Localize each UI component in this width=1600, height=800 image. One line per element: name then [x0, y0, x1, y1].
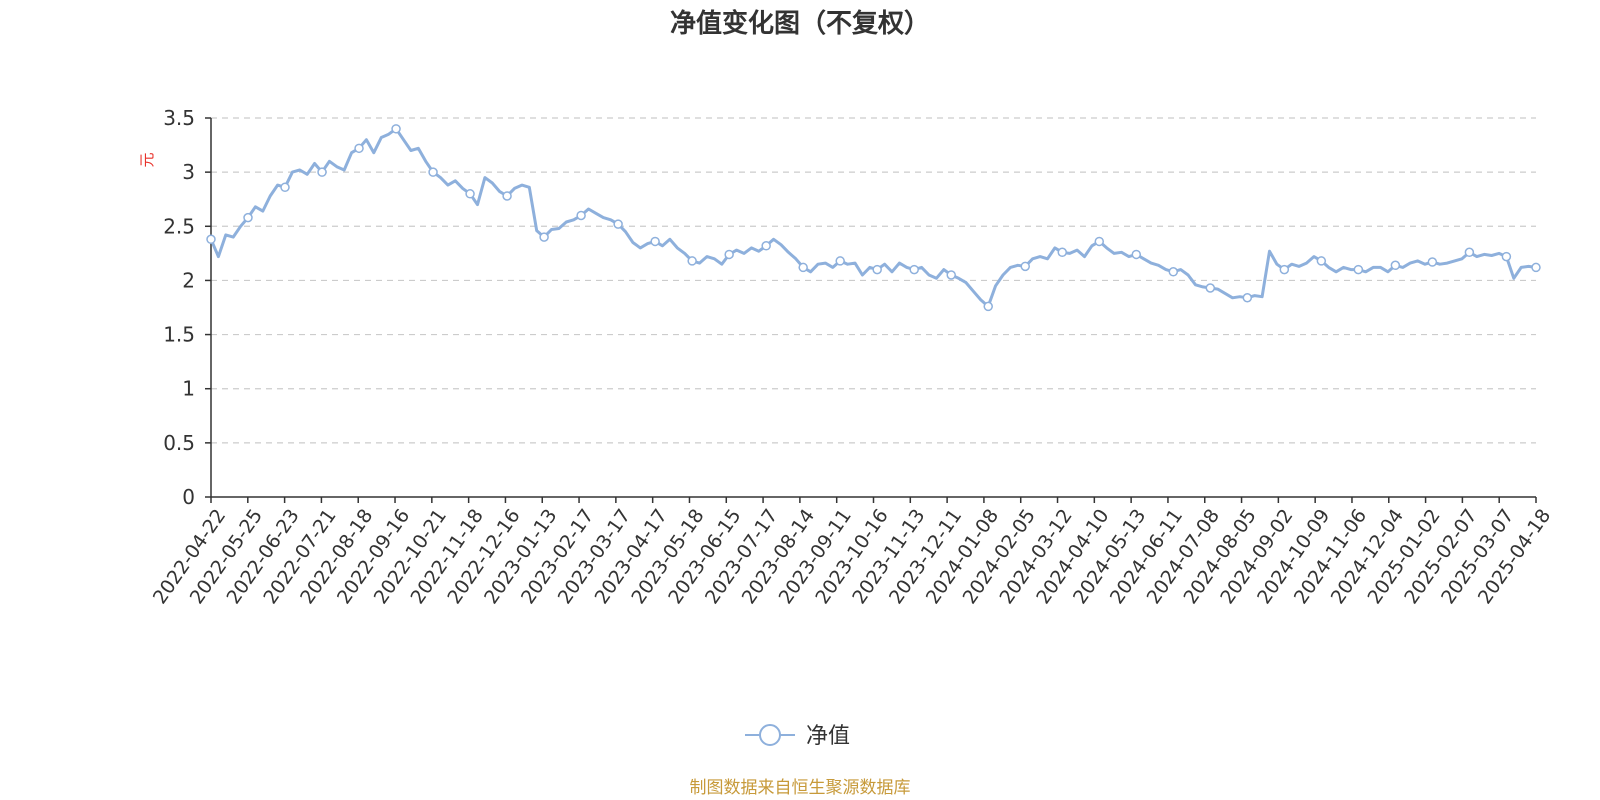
data-point[interactable] — [835, 256, 845, 266]
data-point[interactable] — [280, 182, 290, 193]
legend[interactable]: 净值 — [745, 724, 850, 749]
data-point[interactable] — [1205, 283, 1216, 293]
y-tick-label: 1 — [182, 377, 195, 401]
data-point[interactable] — [613, 219, 623, 229]
data-point[interactable] — [1353, 264, 1364, 275]
data-point[interactable] — [909, 264, 919, 275]
y-axis-unit: 元 — [138, 152, 156, 167]
data-point[interactable] — [1531, 262, 1541, 273]
data-point[interactable] — [354, 143, 364, 154]
data-point[interactable] — [761, 241, 771, 251]
y-tick-label: 2 — [182, 268, 195, 292]
data-point[interactable] — [1427, 257, 1438, 267]
y-tick-label: 0.5 — [163, 431, 195, 455]
data-point[interactable] — [206, 234, 216, 245]
series-nav — [206, 124, 1541, 312]
x-axis-ticks: 2022-04-222022-05-252022-06-232022-07-21… — [149, 497, 1555, 608]
data-point[interactable] — [576, 210, 586, 221]
data-point[interactable] — [1390, 260, 1401, 271]
y-tick-label: 2.5 — [163, 214, 195, 238]
data-source-note: 制图数据来自恒生聚源数据库 — [690, 778, 911, 798]
data-point[interactable] — [1501, 251, 1512, 262]
data-point[interactable] — [724, 249, 734, 260]
data-point[interactable] — [1464, 247, 1475, 258]
data-point[interactable] — [983, 301, 993, 312]
data-point[interactable] — [243, 212, 253, 223]
legend-label: 净值 — [806, 724, 850, 749]
legend-marker-icon — [759, 724, 781, 746]
y-tick-label: 0 — [182, 485, 195, 509]
data-point[interactable] — [428, 167, 438, 177]
data-point[interactable] — [317, 167, 327, 177]
data-point[interactable] — [465, 189, 475, 199]
series-line — [209, 127, 1537, 308]
data-point[interactable] — [1279, 264, 1290, 275]
grid-lines — [211, 117, 1536, 444]
data-point[interactable] — [539, 232, 549, 242]
data-point[interactable] — [1242, 293, 1253, 303]
data-point[interactable] — [650, 236, 660, 247]
y-tick-label: 3 — [182, 160, 195, 184]
data-point[interactable] — [1020, 261, 1030, 272]
y-axis-ticks: 0 0.5 1 1.5 2 2.5 3 3.5 — [163, 106, 211, 509]
data-point[interactable] — [1057, 247, 1068, 258]
data-point[interactable] — [391, 124, 401, 134]
y-tick-label: 1.5 — [163, 323, 195, 347]
data-point[interactable] — [1316, 256, 1327, 266]
data-point[interactable] — [1168, 267, 1179, 277]
data-point[interactable] — [798, 262, 808, 273]
y-tick-label: 3.5 — [163, 106, 195, 130]
data-point[interactable] — [1131, 249, 1142, 260]
data-point[interactable] — [502, 191, 512, 201]
data-point[interactable] — [687, 256, 697, 266]
data-point[interactable] — [1094, 236, 1105, 247]
data-point[interactable] — [946, 270, 956, 280]
data-point[interactable] — [872, 264, 882, 275]
chart-title: 净值变化图（不复权） — [670, 8, 930, 39]
